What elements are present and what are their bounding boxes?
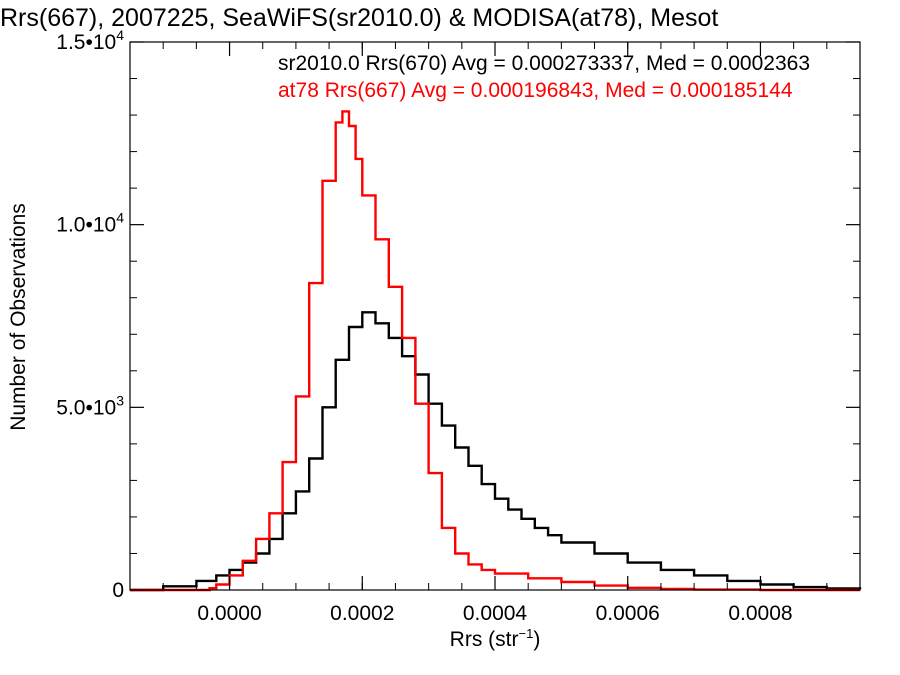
chart-title: Rrs(667), 2007225, SeaWiFS(sr2010.0) & M… xyxy=(0,4,718,32)
annotation-line-1: sr2010.0 Rrs(670) Avg = 0.000273337, Med… xyxy=(278,52,810,75)
series-layer xyxy=(130,110,862,592)
axes: 0.0000 0.0002 0.0004 0.0006 0.0008 0 5.0•103 1.… xyxy=(56,27,861,625)
x-tick-label: 0.0000 xyxy=(197,602,261,625)
y-tick-label: 1.0•104 xyxy=(56,210,124,237)
x-axis-label: Rrs (str−1) xyxy=(450,626,541,651)
series-line-1 xyxy=(130,311,862,592)
y-axis-label: Number of Observations xyxy=(7,203,30,431)
x-tick-label: 0.0006 xyxy=(596,602,660,625)
annotations: sr2010.0 Rrs(670) Avg = 0.000273337, Med… xyxy=(278,52,810,102)
x-tick-label: 0.0004 xyxy=(463,602,528,625)
series-line-2 xyxy=(130,110,860,592)
y-tick-label: 1.5•104 xyxy=(56,27,124,54)
annotation-line-2: at78 Rrs(667) Avg = 0.000196843, Med = 0… xyxy=(278,79,793,102)
plot-frame xyxy=(129,41,861,591)
y-tick-label: 5.0•103 xyxy=(56,392,124,419)
x-tick-label: 0.0008 xyxy=(728,602,792,625)
y-tick-label: 0 xyxy=(112,579,124,602)
x-tick-label: 0.0002 xyxy=(330,602,394,625)
